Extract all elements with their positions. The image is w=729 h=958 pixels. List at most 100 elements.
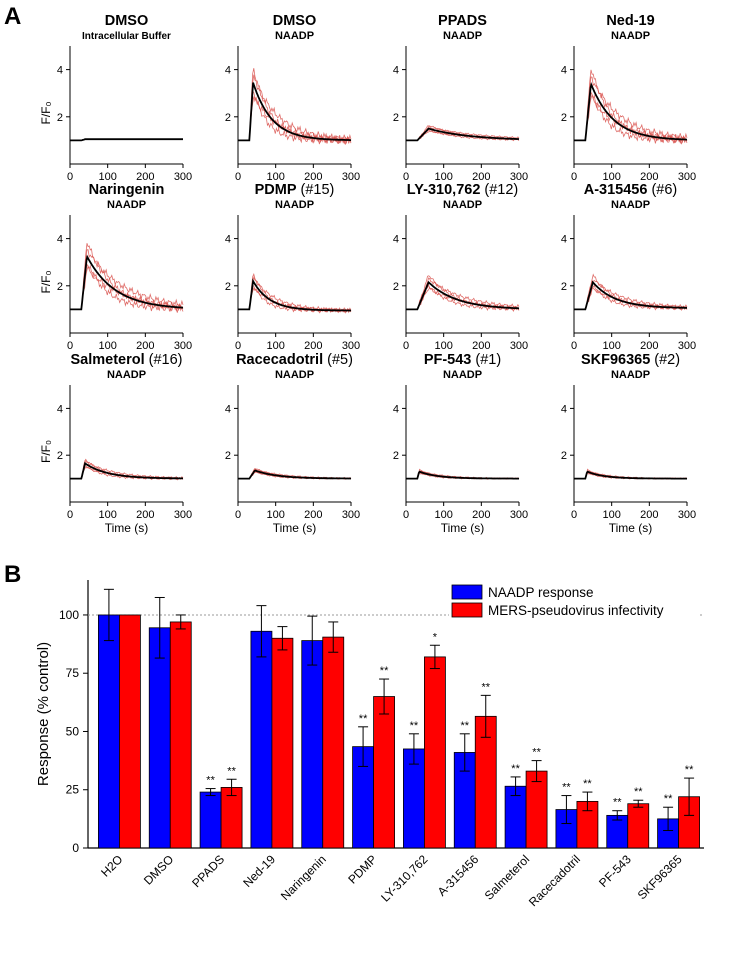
subplot-4-mean-trace bbox=[574, 81, 687, 142]
subplot-5-y-label: F/F₀ bbox=[39, 270, 53, 293]
bar-naadp bbox=[250, 630, 273, 849]
subplot-1-x-tick-label: 200 bbox=[136, 171, 154, 183]
legend-swatch-naadp bbox=[451, 584, 483, 600]
subplot-10-x-tick-label: 0 bbox=[235, 509, 241, 521]
subplot-8-y-tick-label: 4 bbox=[561, 234, 567, 246]
subplot-8-subtitle: NAADP bbox=[611, 199, 650, 211]
subplot-5-title: Naringenin bbox=[89, 182, 165, 198]
subplot-2-title-name: DMSO bbox=[273, 13, 317, 29]
subplot-6-replicate-trace bbox=[238, 284, 352, 314]
subplot-2-x-tick-label: 300 bbox=[342, 171, 360, 183]
bar-chart-y-tick-label: 100 bbox=[59, 608, 79, 622]
subplot-3-title-name: PPADS bbox=[438, 13, 487, 29]
bar-chart-legend: NAADP response MERS-pseudovirus infectivi… bbox=[449, 582, 699, 618]
legend-label-naadp: NAADP response bbox=[488, 585, 594, 600]
subplot-6-x-tick-label: 300 bbox=[342, 340, 360, 352]
subplot-12-title-name: SKF96365 bbox=[581, 352, 650, 368]
subplot-5-x-tick-label: 300 bbox=[174, 340, 192, 352]
subplot-2-mean-trace bbox=[238, 82, 351, 142]
subplot-6-title: PDMP (#15) bbox=[255, 182, 335, 198]
subplot-12-y-tick-label: 2 bbox=[561, 450, 567, 462]
subplot-7-y-tick-label: 2 bbox=[393, 281, 399, 293]
subplot-5-x-tick-label: 100 bbox=[98, 340, 116, 352]
bar-mers bbox=[373, 696, 395, 849]
subplot-7-x-tick-label: 100 bbox=[434, 340, 452, 352]
category-label: Ned-19 bbox=[240, 852, 278, 890]
subplot-11-y-tick-label: 2 bbox=[393, 450, 399, 462]
subplot-8-replicate-trace bbox=[574, 284, 688, 312]
subplot-6-subtitle: NAADP bbox=[275, 199, 314, 211]
significance-mark: * bbox=[433, 631, 438, 643]
subplot-6-title-number: (#15) bbox=[301, 182, 335, 198]
subplot-9-title-number: (#16) bbox=[149, 352, 183, 368]
subplot-1-y-tick-label: 2 bbox=[57, 112, 63, 124]
subplot-10-mean-trace bbox=[238, 469, 351, 480]
subplot-10-y-tick-label: 4 bbox=[225, 403, 231, 415]
subplot-3-x-tick-label: 0 bbox=[403, 171, 409, 183]
bar-mers bbox=[169, 621, 192, 849]
bar-mers bbox=[525, 770, 548, 849]
subplot-9-x-tick-label: 0 bbox=[67, 509, 73, 521]
subplot-9-title-name: Salmeterol bbox=[70, 352, 144, 368]
subplot-12-y-tick-label: 4 bbox=[561, 403, 567, 415]
subplot-5-x-tick-label: 0 bbox=[67, 340, 73, 352]
subplot-9-y-label: F/F₀ bbox=[39, 440, 53, 463]
subplot-9-subtitle: NAADP bbox=[107, 369, 146, 381]
significance-mark: ** bbox=[460, 720, 469, 732]
subplot-7-y-tick-label: 4 bbox=[393, 234, 399, 246]
subplot-1-title-name: DMSO bbox=[105, 13, 149, 29]
subplot-4-replicate-trace bbox=[574, 90, 688, 145]
subplot-9-x-tick-label: 300 bbox=[174, 509, 192, 521]
subplot-5-replicate-trace bbox=[70, 249, 184, 310]
bar-chart-y-tick-label: 25 bbox=[66, 783, 80, 797]
significance-mark: ** bbox=[532, 747, 541, 759]
subplot-8-x-tick-label: 100 bbox=[602, 340, 620, 352]
category-label: H2O bbox=[98, 852, 125, 879]
subplot-11-title-name: PF-543 bbox=[424, 352, 472, 368]
subplot-6-x-tick-label: 0 bbox=[235, 340, 241, 352]
subplot-10-x-tick-label: 100 bbox=[266, 509, 284, 521]
subplot-9-replicate-trace bbox=[70, 464, 184, 481]
significance-mark: ** bbox=[664, 793, 673, 805]
subplot-7-title-name: LY-310,762 bbox=[407, 182, 481, 198]
subplot-9-x-tick-label: 200 bbox=[136, 509, 154, 521]
category-label: PF-543 bbox=[596, 852, 634, 890]
subplot-3-x-tick-label: 300 bbox=[510, 171, 528, 183]
subplot-12-mean-trace bbox=[574, 470, 687, 480]
subplot-2-title: DMSO bbox=[273, 13, 317, 29]
subplot-12-x-tick-label: 200 bbox=[640, 509, 658, 521]
subplot-6-replicate-trace bbox=[238, 276, 352, 313]
subplot-12-title: SKF96365 (#2) bbox=[581, 352, 680, 368]
subplot-2-replicate-trace bbox=[238, 89, 352, 145]
subplot-11-x-tick-label: 0 bbox=[403, 509, 409, 521]
bar-chart-y-tick-label: 0 bbox=[72, 841, 79, 855]
panel-label-a: A bbox=[4, 3, 21, 30]
subplot-6-y-tick-label: 4 bbox=[225, 234, 231, 246]
subplot-8-title-number: (#6) bbox=[651, 182, 677, 198]
subplot-11-y-tick-label: 4 bbox=[393, 403, 399, 415]
subplot-9-x-label: Time (s) bbox=[105, 521, 149, 535]
subplot-2-y-tick-label: 4 bbox=[225, 65, 231, 77]
bar-naadp bbox=[148, 627, 171, 849]
subplot-6-x-tick-label: 100 bbox=[266, 340, 284, 352]
subplot-10-title-name: Racecadotril bbox=[236, 352, 323, 368]
bar-chart-y-label: Response (% control) bbox=[35, 642, 52, 786]
subplot-4-subtitle: NAADP bbox=[611, 30, 650, 42]
subplot-11-subtitle: NAADP bbox=[443, 369, 482, 381]
subplot-3-y-tick-label: 2 bbox=[393, 112, 399, 124]
subplot-1-x-tick-label: 300 bbox=[174, 171, 192, 183]
bar-mers bbox=[322, 636, 345, 849]
bar-mers bbox=[424, 656, 446, 849]
subplot-2-x-tick-label: 0 bbox=[235, 171, 241, 183]
subplot-11-x-tick-label: 200 bbox=[472, 509, 490, 521]
subplot-5-y-tick-label: 4 bbox=[57, 234, 63, 246]
subplot-5-y-tick-label: 2 bbox=[57, 281, 63, 293]
subplot-5-title-name: Naringenin bbox=[89, 182, 165, 198]
subplot-11-x-tick-label: 300 bbox=[510, 509, 528, 521]
significance-mark: ** bbox=[511, 763, 520, 775]
subplot-4-title: Ned-19 bbox=[606, 13, 654, 29]
subplot-7-x-tick-label: 0 bbox=[403, 340, 409, 352]
subplot-12-x-tick-label: 0 bbox=[571, 509, 577, 521]
